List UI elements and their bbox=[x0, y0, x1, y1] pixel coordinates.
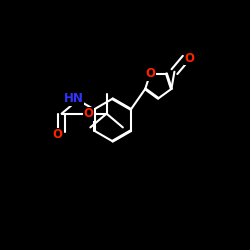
Text: O: O bbox=[145, 67, 155, 80]
Text: O: O bbox=[84, 107, 94, 120]
Text: O: O bbox=[53, 128, 63, 141]
Text: O: O bbox=[184, 52, 194, 65]
Text: HN: HN bbox=[64, 92, 83, 105]
